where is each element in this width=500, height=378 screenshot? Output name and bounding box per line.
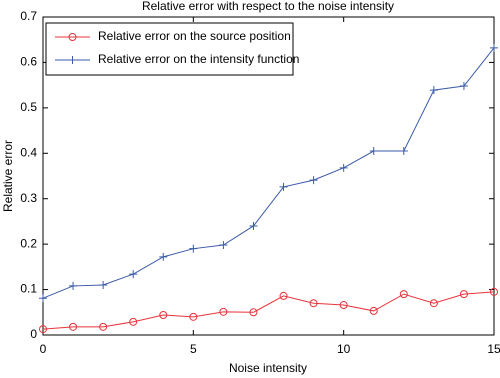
point <box>429 86 438 95</box>
x-tick-label: 5 <box>190 342 197 356</box>
legend-marker <box>68 56 77 64</box>
point <box>490 287 498 296</box>
point <box>39 325 47 334</box>
chart-title: Relative error with respect to the noise… <box>142 0 394 13</box>
y-tick-label: 0.1 <box>20 282 37 296</box>
point <box>219 307 228 316</box>
x-axis-label: Noise intensity <box>229 361 307 375</box>
point <box>279 291 288 300</box>
point <box>129 317 138 326</box>
legend-label: Relative error on the source position <box>98 29 291 43</box>
point <box>99 322 108 331</box>
y-tick-label: 0.7 <box>20 9 37 23</box>
point <box>189 244 198 253</box>
point <box>459 290 468 299</box>
point <box>399 147 408 156</box>
x-tick-label: 0 <box>40 342 47 356</box>
point <box>429 299 438 308</box>
legend-box <box>45 22 294 76</box>
y-tick-label: 0.6 <box>20 55 37 69</box>
point <box>339 301 348 310</box>
point <box>339 163 348 172</box>
plot-frame <box>42 16 495 336</box>
x-tick-label: 10 <box>337 342 351 356</box>
point <box>159 311 168 320</box>
point <box>399 290 408 299</box>
point <box>459 82 468 91</box>
point <box>69 322 78 331</box>
point <box>249 221 258 230</box>
point <box>279 182 288 191</box>
y-tick-label: 0.3 <box>20 191 37 205</box>
point <box>490 43 498 52</box>
series-line <box>42 47 495 299</box>
y-tick-label: 0 <box>30 327 37 341</box>
y-axis-label: Relative error <box>1 140 15 212</box>
legend-marker <box>68 33 77 41</box>
point <box>369 306 378 315</box>
point <box>309 299 318 308</box>
point <box>249 308 258 317</box>
point <box>99 281 108 290</box>
point <box>69 281 78 290</box>
point <box>39 294 47 303</box>
point <box>219 241 228 250</box>
legend-label: Relative error on the intensity function <box>98 52 299 66</box>
y-tick-label: 0.2 <box>20 236 37 250</box>
point <box>159 252 168 261</box>
y-tick-label: 0.5 <box>20 100 37 114</box>
y-tick-label: 0.4 <box>20 145 37 159</box>
point <box>309 176 318 185</box>
x-tick-label: 15 <box>487 342 500 356</box>
point <box>129 270 138 279</box>
point <box>189 312 198 321</box>
series-line <box>42 291 495 330</box>
point <box>369 147 378 156</box>
